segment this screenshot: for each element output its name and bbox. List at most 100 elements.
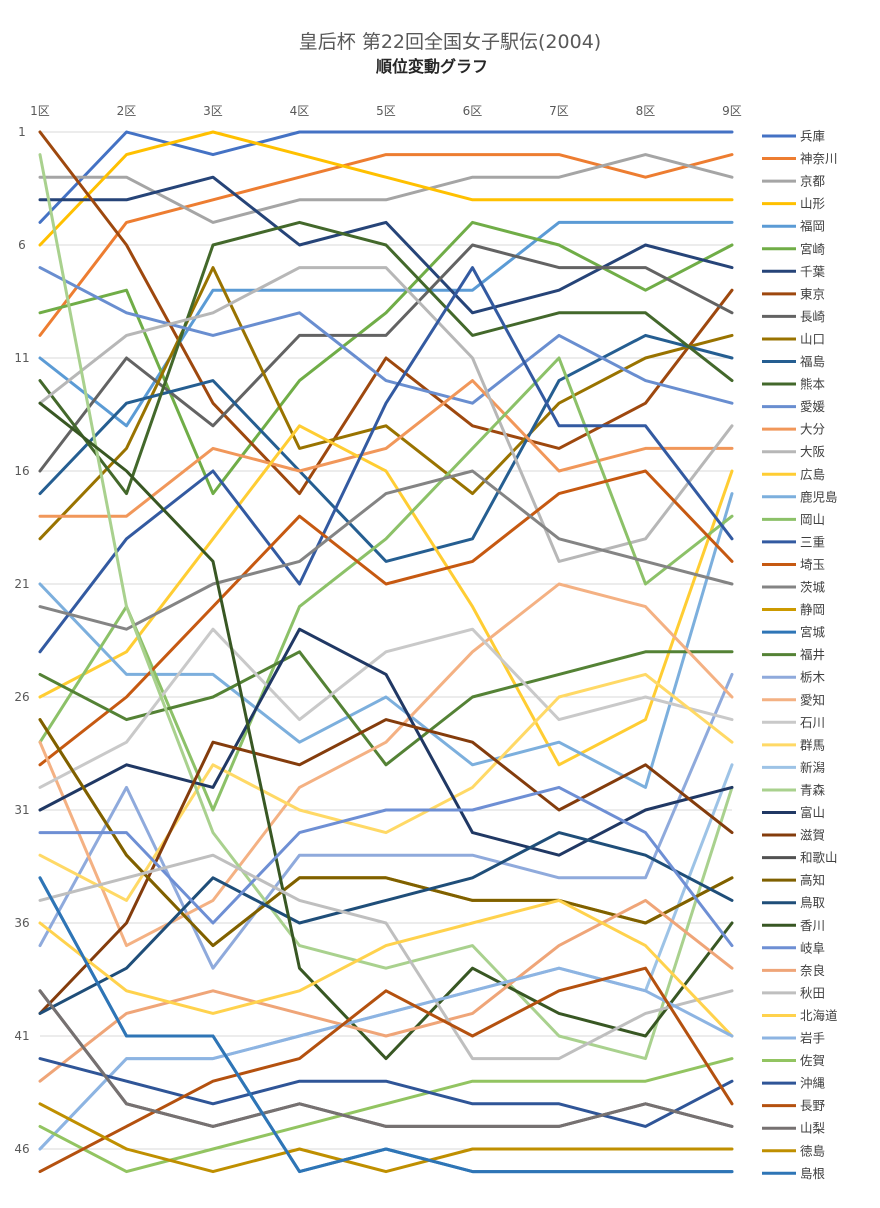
chart-subtitle: 順位変動グラフ xyxy=(375,57,488,76)
legend-label: 秋田 xyxy=(800,985,825,1000)
legend-label: 岐阜 xyxy=(800,940,825,955)
legend-item: 秋田 xyxy=(762,985,825,1000)
legend-item: 兵庫 xyxy=(762,129,825,144)
legend-label: 和歌山 xyxy=(800,850,838,865)
legend-item: 富山 xyxy=(762,805,825,820)
y-tick-label: 21 xyxy=(14,577,29,591)
legend-label: 岩手 xyxy=(800,1031,825,1046)
legend-item: 和歌山 xyxy=(762,850,838,865)
legend-label: 佐賀 xyxy=(800,1053,825,1068)
legend-label: 茨城 xyxy=(800,580,826,595)
y-tick-label: 31 xyxy=(14,803,29,817)
legend-item: 福島 xyxy=(762,354,825,369)
series-line xyxy=(38,356,734,812)
series-line xyxy=(38,627,734,857)
legend-item: 滋賀 xyxy=(762,828,825,843)
legend-item: 神奈川 xyxy=(762,151,838,166)
legend-label: 宮崎 xyxy=(800,241,826,256)
legend-label: 山口 xyxy=(800,331,825,346)
legend-item: 岡山 xyxy=(762,512,825,527)
series-line xyxy=(38,130,734,247)
legend-item: 静岡 xyxy=(762,602,825,617)
legend-label: 富山 xyxy=(800,805,825,820)
x-tick-label: 8区 xyxy=(636,104,656,118)
legend-label: 鳥取 xyxy=(800,895,826,910)
legend-item: 愛知 xyxy=(762,692,825,707)
legend-label: 熊本 xyxy=(800,377,826,392)
legend-label: 山形 xyxy=(800,196,826,211)
legend-item: 埼玉 xyxy=(762,557,825,572)
legend-item: 奈良 xyxy=(762,963,825,978)
legend-item: 山梨 xyxy=(762,1121,826,1136)
series-line xyxy=(38,333,734,563)
y-tick-label: 6 xyxy=(18,238,26,252)
legend-item: 群馬 xyxy=(762,737,825,752)
x-tick-label: 5区 xyxy=(376,104,396,118)
series-line xyxy=(38,469,734,767)
legend-label: 福岡 xyxy=(800,219,825,234)
legend-label: 大分 xyxy=(800,422,825,437)
legend-item: 京都 xyxy=(762,174,826,189)
y-tick-label: 36 xyxy=(14,916,29,930)
legend-label: 北海道 xyxy=(800,1008,838,1023)
legend-item: 山形 xyxy=(762,196,826,211)
series-line xyxy=(38,1057,734,1128)
series-line xyxy=(38,582,734,948)
series-line xyxy=(38,469,734,631)
legend-item: 栃木 xyxy=(762,670,826,685)
series-line xyxy=(38,672,734,902)
legend-item: 千葉 xyxy=(762,264,826,279)
legend-item: 広島 xyxy=(762,467,825,482)
y-tick-label: 1 xyxy=(18,125,26,139)
legend-item: 長野 xyxy=(762,1098,826,1113)
legend-label: 千葉 xyxy=(800,264,826,279)
series-line xyxy=(38,966,734,1174)
legend-item: 北海道 xyxy=(762,1008,838,1023)
series-line xyxy=(38,175,734,315)
legend-item: 高知 xyxy=(762,873,825,888)
legend-label: 三重 xyxy=(800,534,825,549)
legend-label: 京都 xyxy=(800,174,826,189)
series-line xyxy=(38,243,734,473)
legend-item: 三重 xyxy=(762,534,825,549)
legend-label: 福島 xyxy=(800,354,825,369)
legend-item: 山口 xyxy=(762,331,825,346)
legend-item: 愛媛 xyxy=(762,399,826,414)
series-lines xyxy=(38,130,734,1174)
legend-item: 新潟 xyxy=(762,760,825,775)
series-line xyxy=(38,130,734,496)
legend-label: 香川 xyxy=(800,918,825,933)
legend-item: 東京 xyxy=(762,286,825,301)
legend-item: 香川 xyxy=(762,918,825,933)
legend-item: 宮城 xyxy=(762,625,826,640)
legend-item: 鹿児島 xyxy=(762,489,838,504)
y-tick-label: 41 xyxy=(14,1029,29,1043)
legend-label: 徳島 xyxy=(800,1143,825,1158)
y-tick-label: 16 xyxy=(14,464,29,478)
series-line xyxy=(38,379,734,518)
y-tick-label: 11 xyxy=(14,351,29,365)
series-line xyxy=(38,853,734,1061)
series-line xyxy=(38,266,734,654)
legend-item: 岩手 xyxy=(762,1031,825,1046)
legend-label: 宮城 xyxy=(800,625,826,640)
legend-label: 滋賀 xyxy=(800,828,825,843)
legend-label: 山梨 xyxy=(800,1121,826,1136)
series-line xyxy=(38,220,734,496)
series-line xyxy=(38,966,734,1151)
legend-label: 新潟 xyxy=(800,760,825,775)
legend-label: 青森 xyxy=(800,782,826,797)
x-axis-ticks: 1区 2区 3区 4区 5区 6区 7区 8区 9区 xyxy=(30,104,742,118)
legend-label: 栃木 xyxy=(800,670,826,685)
legend-item: 鳥取 xyxy=(762,895,826,910)
x-tick-label: 3区 xyxy=(203,104,223,118)
series-line xyxy=(38,831,734,1015)
legend-item: 大分 xyxy=(762,422,825,437)
legend-item: 福井 xyxy=(762,647,825,662)
legend-item: 青森 xyxy=(762,782,826,797)
series-line xyxy=(38,153,734,1061)
legend-label: 静岡 xyxy=(800,602,825,617)
legend-label: 長崎 xyxy=(800,309,826,324)
